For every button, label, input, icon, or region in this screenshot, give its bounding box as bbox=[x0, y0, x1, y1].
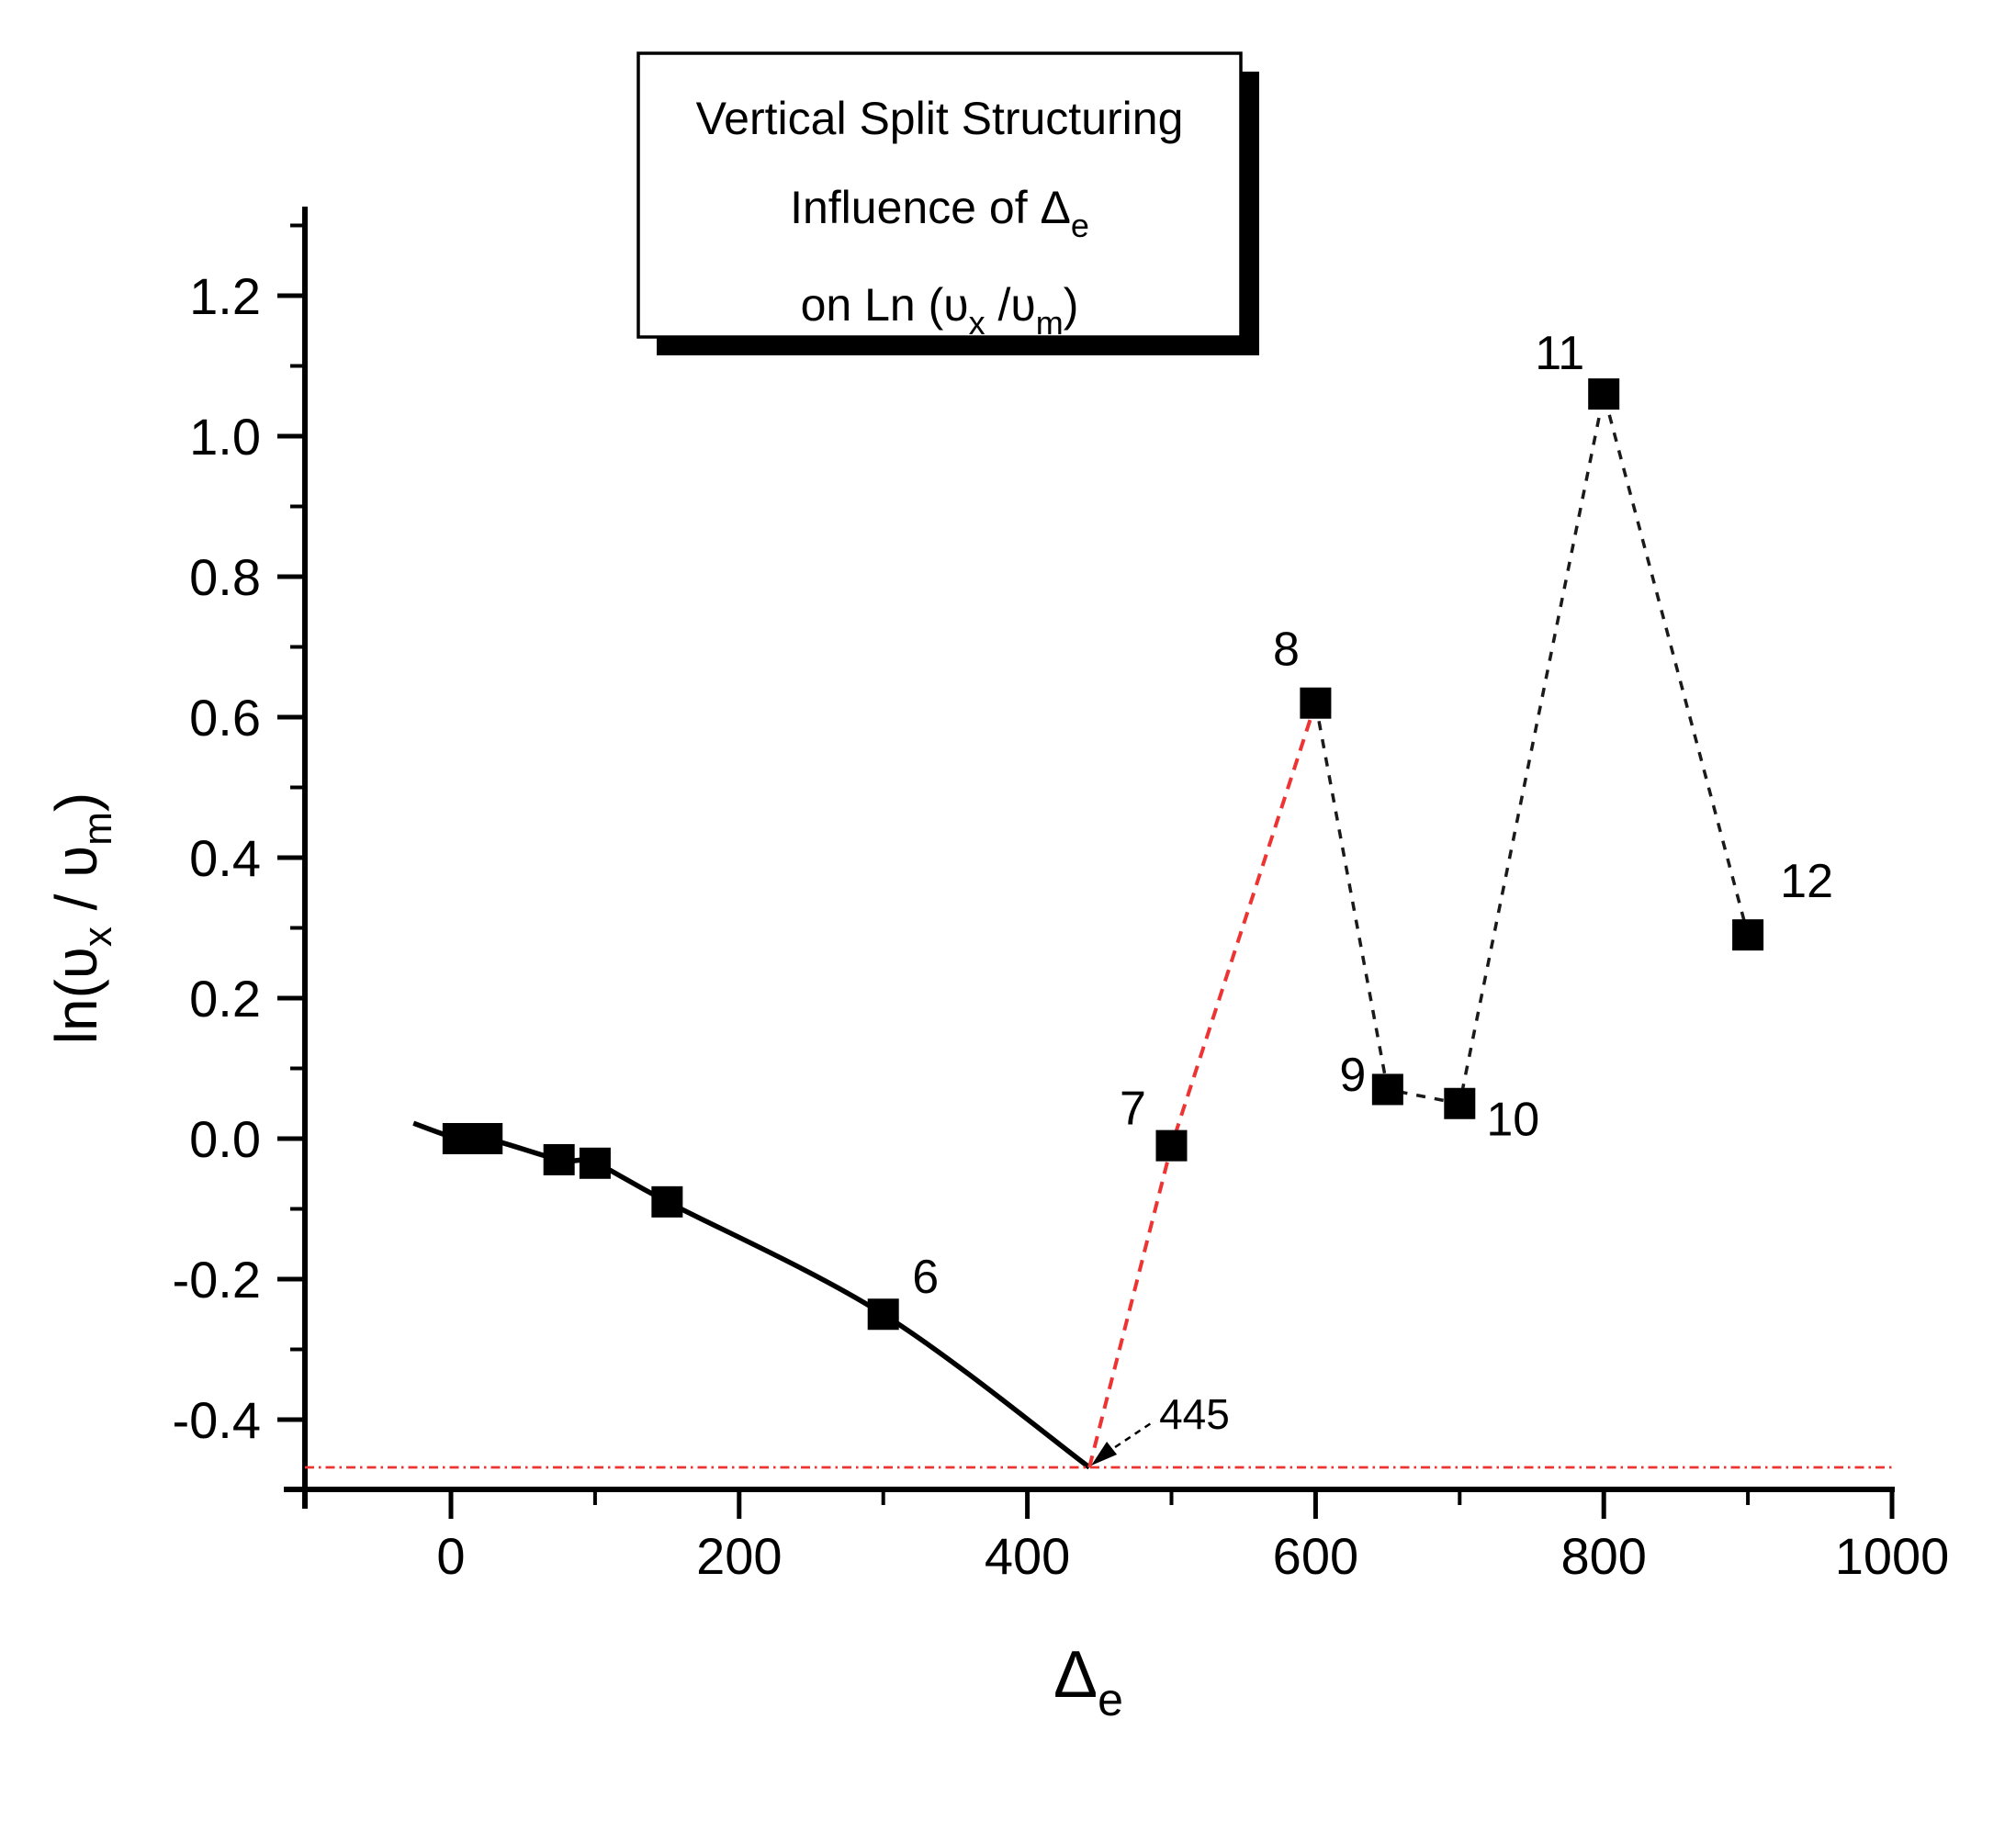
ticks-group bbox=[277, 223, 1895, 1519]
point-label: 11 bbox=[1535, 327, 1584, 380]
data-point-marker bbox=[579, 1147, 611, 1179]
y-tick-label: 1.0 bbox=[189, 408, 261, 466]
data-point-marker bbox=[1588, 378, 1620, 410]
data-point-marker bbox=[1155, 1129, 1188, 1162]
data-point-marker bbox=[1371, 1073, 1403, 1106]
x-tick-label: 400 bbox=[985, 1527, 1070, 1585]
title-line: Influence of Δe bbox=[790, 182, 1089, 244]
y-tick-label: 0.0 bbox=[189, 1110, 261, 1168]
title-line: Vertical Split Structuring bbox=[696, 93, 1184, 144]
annotation-445-text: 445 bbox=[1159, 1390, 1230, 1438]
x-tick-label: 800 bbox=[1560, 1527, 1646, 1585]
point-label: 7 bbox=[1120, 1082, 1146, 1135]
title-line: on Ln (υx /υm) bbox=[801, 279, 1079, 342]
data-point-marker bbox=[1444, 1087, 1476, 1119]
y-tick-label: 0.4 bbox=[189, 829, 261, 887]
x-tick-label: 200 bbox=[696, 1527, 782, 1585]
annotation-group: 445 bbox=[1091, 1390, 1230, 1466]
x-tick-label: 1000 bbox=[1835, 1527, 1950, 1585]
x-tick-label: 600 bbox=[1273, 1527, 1358, 1585]
data-point-marker bbox=[651, 1185, 683, 1218]
title-box-frame bbox=[636, 51, 1243, 339]
y-tick-label: -0.2 bbox=[173, 1251, 262, 1309]
annotation-arrow-tail bbox=[1114, 1420, 1154, 1449]
y-tick-label: 0.6 bbox=[189, 689, 261, 747]
x-tick-label: 0 bbox=[436, 1527, 465, 1585]
x-axis-title: Δe bbox=[1053, 1638, 1123, 1725]
y-axis-title: ln(υx / υm) bbox=[43, 792, 120, 1044]
y-tick-label: 0.2 bbox=[189, 970, 261, 1028]
y-tick-label: 0.8 bbox=[189, 548, 261, 606]
y-tick-label: -0.4 bbox=[173, 1391, 262, 1449]
annotation-arrow-head bbox=[1091, 1442, 1118, 1466]
data-point-marker bbox=[442, 1123, 474, 1154]
data-point-marker bbox=[867, 1298, 899, 1331]
title-box: Vertical Split Structuring Influence of Δ… bbox=[636, 51, 1259, 355]
data-point-marker bbox=[543, 1143, 575, 1175]
point-label: 12 bbox=[1780, 855, 1833, 908]
data-point-marker bbox=[1732, 919, 1764, 951]
point-label: 6 bbox=[912, 1251, 939, 1304]
y-tick-label: 1.2 bbox=[189, 267, 261, 325]
point-label: 10 bbox=[1486, 1093, 1539, 1146]
data-point-marker bbox=[471, 1123, 503, 1154]
data-point-marker bbox=[1300, 687, 1332, 719]
point-label: 9 bbox=[1339, 1049, 1366, 1102]
point-label: 8 bbox=[1273, 623, 1300, 676]
data-points-group: 6 7 8 9 10 11 12 bbox=[442, 327, 1833, 1331]
